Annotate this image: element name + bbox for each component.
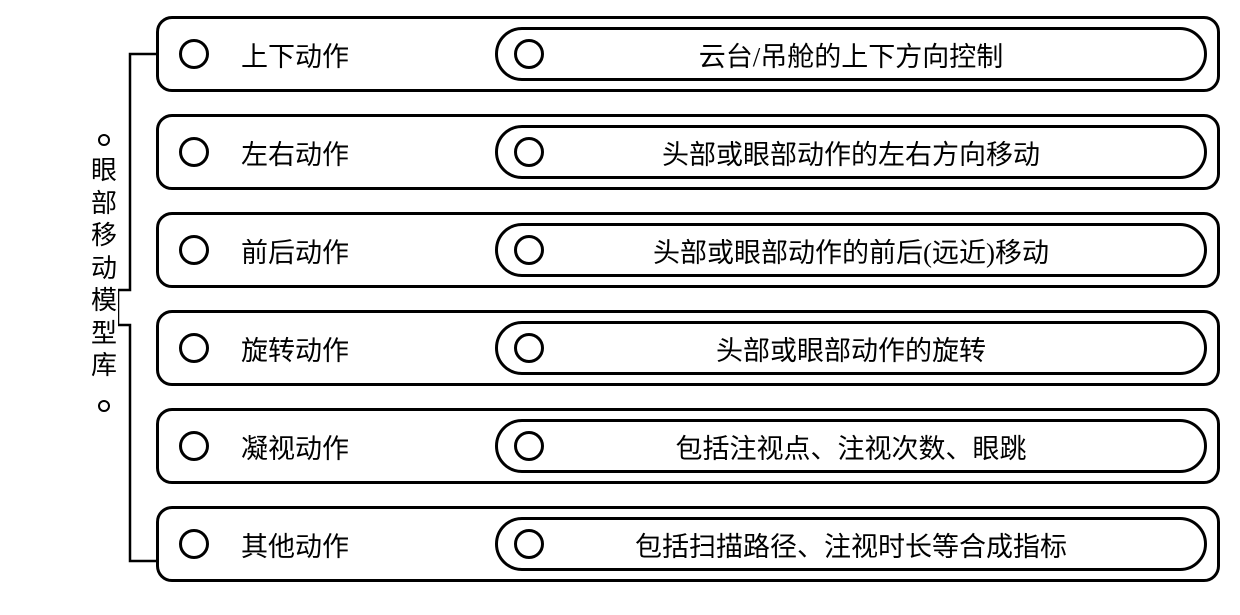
- row-left-label: 其他动作: [241, 525, 349, 564]
- bracket-connector: [118, 40, 156, 575]
- row-left-label: 凝视动作: [241, 427, 349, 466]
- bullet-icon: [514, 431, 544, 461]
- row-right-label: 云台/吊舱的上下方向控制: [498, 35, 1204, 74]
- row-pill: 包括扫描路径、注视时长等合成指标: [495, 517, 1207, 571]
- row-left-cell: 左右动作: [159, 133, 489, 172]
- bullet-icon: [179, 431, 209, 461]
- row-right-label: 包括注视点、注视次数、眼跳: [498, 427, 1204, 466]
- row-left-label: 前后动作: [241, 231, 349, 270]
- root-dot-top: [98, 134, 110, 146]
- bullet-icon: [514, 137, 544, 167]
- root-label: 眼部移动模型库: [90, 155, 118, 383]
- row-item: 旋转动作 头部或眼部动作的旋转: [156, 310, 1220, 386]
- row-left-cell: 上下动作: [159, 35, 489, 74]
- bullet-icon: [514, 39, 544, 69]
- row-right-label: 包括扫描路径、注视时长等合成指标: [498, 525, 1204, 564]
- bullet-icon: [514, 333, 544, 363]
- row-item: 上下动作 云台/吊舱的上下方向控制: [156, 16, 1220, 92]
- row-right-label: 头部或眼部动作的旋转: [498, 329, 1204, 368]
- row-item: 凝视动作 包括注视点、注视次数、眼跳: [156, 408, 1220, 484]
- row-pill: 头部或眼部动作的前后(远近)移动: [495, 223, 1207, 277]
- row-left-label: 上下动作: [241, 35, 349, 74]
- row-item: 前后动作 头部或眼部动作的前后(远近)移动: [156, 212, 1220, 288]
- row-pill: 头部或眼部动作的左右方向移动: [495, 125, 1207, 179]
- bullet-icon: [179, 333, 209, 363]
- bullet-icon: [179, 529, 209, 559]
- bullet-icon: [179, 39, 209, 69]
- rows-container: 上下动作 云台/吊舱的上下方向控制 左右动作 头部或眼部动作的左右方向移动 前后…: [156, 16, 1220, 582]
- row-pill: 云台/吊舱的上下方向控制: [495, 27, 1207, 81]
- bullet-icon: [514, 235, 544, 265]
- bullet-icon: [179, 235, 209, 265]
- row-left-label: 左右动作: [241, 133, 349, 172]
- row-right-label: 头部或眼部动作的左右方向移动: [498, 133, 1204, 172]
- row-pill: 头部或眼部动作的旋转: [495, 321, 1207, 375]
- row-left-cell: 旋转动作: [159, 329, 489, 368]
- row-pill: 包括注视点、注视次数、眼跳: [495, 419, 1207, 473]
- bullet-icon: [179, 137, 209, 167]
- bullet-icon: [514, 529, 544, 559]
- row-left-cell: 凝视动作: [159, 427, 489, 466]
- row-item: 左右动作 头部或眼部动作的左右方向移动: [156, 114, 1220, 190]
- row-item: 其他动作 包括扫描路径、注视时长等合成指标: [156, 506, 1220, 582]
- row-left-label: 旋转动作: [241, 329, 349, 368]
- row-left-cell: 其他动作: [159, 525, 489, 564]
- root-dot-bottom: [98, 400, 110, 412]
- row-right-label: 头部或眼部动作的前后(远近)移动: [498, 231, 1204, 270]
- row-left-cell: 前后动作: [159, 231, 489, 270]
